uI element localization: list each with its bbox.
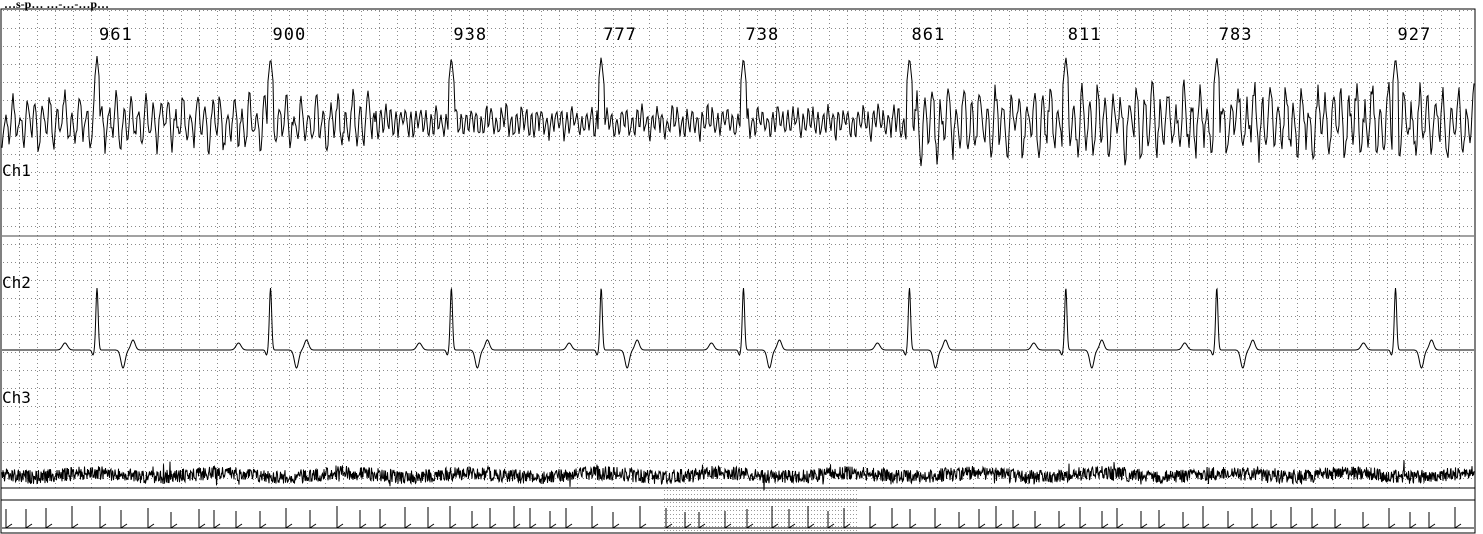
rr-interval-label: 961 (99, 25, 133, 45)
marked-segment-shading (664, 490, 857, 531)
ch3-trace (1, 460, 1475, 491)
chart-title: …s-p… …-…-…p… (4, 0, 109, 11)
marker-ticks (5, 506, 1462, 529)
channel-label-ch1: Ch1 (2, 161, 31, 180)
rr-interval-label: 938 (453, 25, 487, 45)
ch1-trace (1, 55, 1475, 167)
rr-interval-label: 783 (1219, 25, 1253, 45)
ch2-trace (2, 287, 1474, 369)
rr-interval-label: 777 (603, 25, 637, 45)
rr-interval-label: 738 (746, 25, 780, 45)
chart-border (0, 8, 1476, 534)
channel-label-ch3: Ch3 (2, 388, 31, 407)
channel-label-ch2: Ch2 (2, 273, 31, 292)
rr-interval-label: 861 (912, 25, 946, 45)
channel-labels: Ch1 Ch2 Ch3 (2, 161, 31, 407)
rr-interval-labels: 961 900 938 777 738 861 811 783 927 (99, 25, 1432, 45)
rr-interval-label: 900 (273, 25, 307, 45)
marked-segment-dots (664, 490, 857, 531)
rr-interval-label: 927 (1398, 25, 1432, 45)
rr-interval-label: 811 (1068, 25, 1102, 45)
waveform-traces (1, 55, 1475, 529)
